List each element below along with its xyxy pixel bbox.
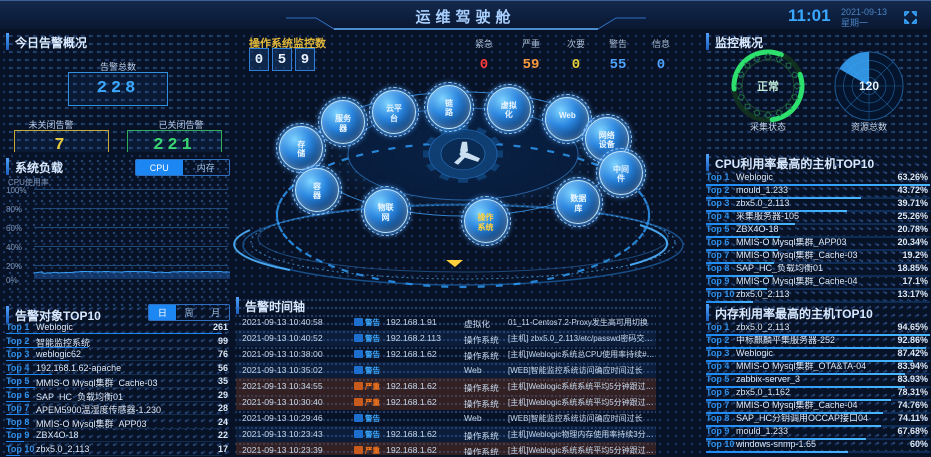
svg-text:正常: 正常 xyxy=(757,79,779,93)
svg-text:120: 120 xyxy=(859,79,879,93)
